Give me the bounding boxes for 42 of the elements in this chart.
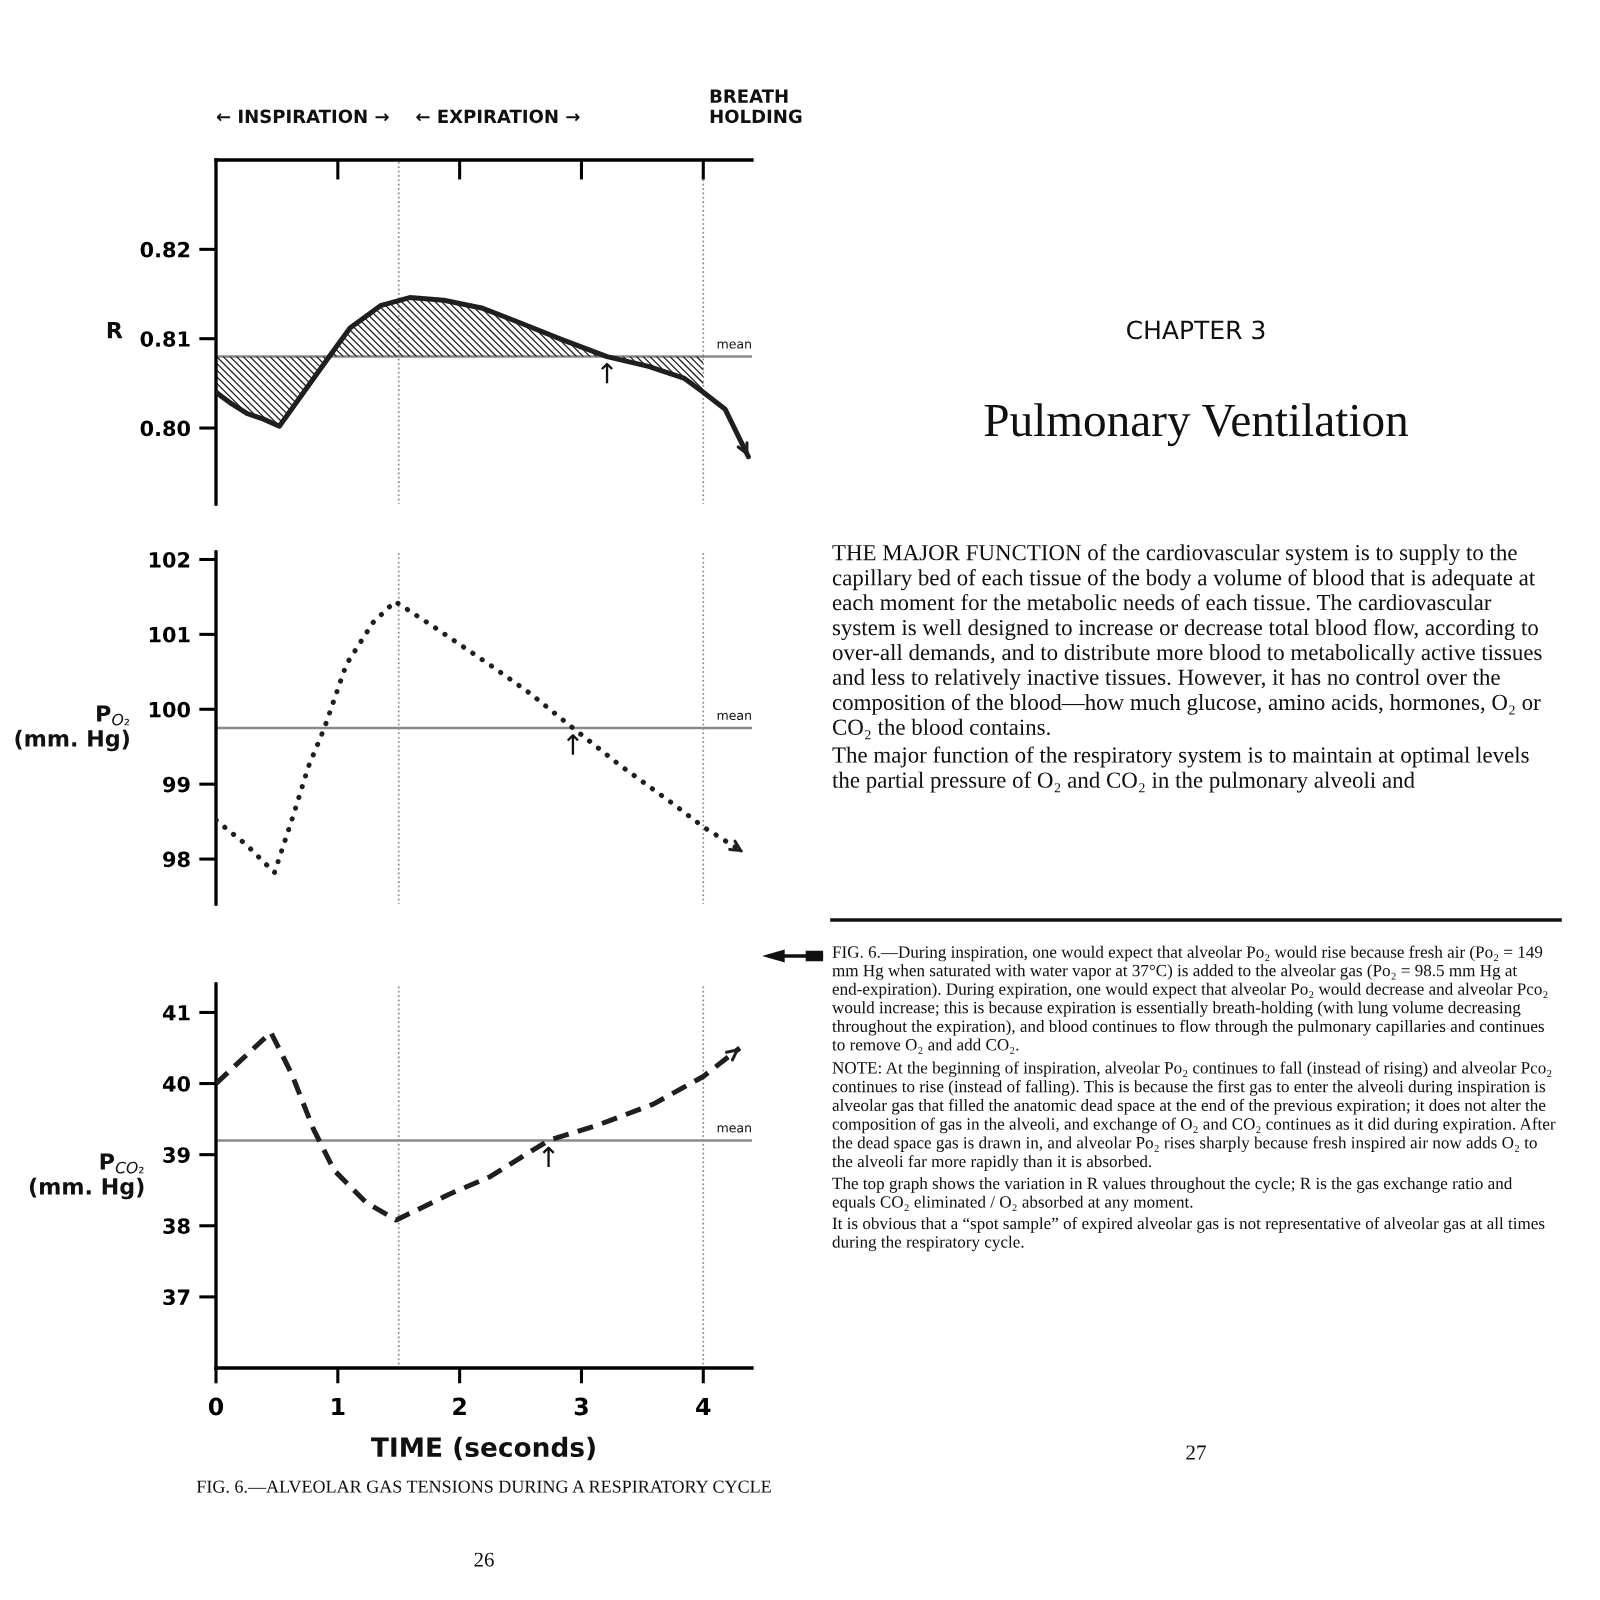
y-tick-label: 38 [163,1218,190,1234]
y-tick-label: 0.80 [140,420,191,437]
ref-line-label: mean [717,341,751,349]
y-tick-label: 40 [162,1076,190,1092]
y-axis-title: P$_{O₂}$ (mm. Hg) [15,705,130,752]
text: The major function of the respiratory system is to maintain at optimal levels the partial pressure of O₂ and CO₂ in the pulmonary alveoli and [832,746,1529,793]
y-tick-label: 39 [163,1147,190,1163]
y-tick-label: 37 [163,1289,190,1306]
text: BREATH HOLDING [710,89,802,124]
text: ← EXPIRATION → [416,109,580,124]
y-tick-label: 41 [162,1005,190,1021]
text: ← INSPIRATION → [216,109,389,124]
caption: FIG. 6.—During inspiration, one would expect that alveolar Po₂ would rise because fresh air (Po₂ = 149 mm Hg when saturated with water vapor at 37°C) is added to the alveolar gas (Po₂ = 98.5 mm Hg at end-expiration). During expiration, one would expect that alveolar Po₂ would decrease and alveolar Pco₂ would increase; this is because expiration is essentially breath-holding (with lung volume decreasing throughout the expiration), and blood continues to flow through the pulmonary capillaries and continues to remove O₂ and add CO₂. [832,945,1548,1054]
y-tick-label: 98 [163,851,190,868]
y-tick-label: 100 [149,701,190,718]
text: NOTE: At the beginning of inspiration, alveolar Po₂ continues to fall (instead of rising) and alveolar Pco₂ continues to rise (instead of falling). This is because the first gas to enter the alveoli during inspiration is alveolar gas that filled the anatomic dead space at the end of the previous expiration; it does not alter the composition of gas in the alveoli, and exchange of O₂ and CO₂ continues as it did during expiration. After the dead space gas is drawn in, and alveolar Po₂ rises sharply because fresh inspired air now adds O₂ to the alveoli far more rapidly than it is absorbed. [832,1061,1556,1171]
text: THE MAJOR FUNCTION of the cardiovascular system is to supply to the capillary bed of each tissue of the body a volume of blood that is adequate at each moment for the metabolic needs of each tissue. The cardiovascular system is well designed to increase or decrease total blood flow, according to over-all demands, and to distribute more blood to metabolically active tissues and less to relatively inactive tissues. However, it has no control over the composition of the blood—how much glucose, amino acids, hormones, O₂ or CO₂ the blood contains. [832,544,1542,740]
x-tick-label: 1 [332,1397,345,1416]
text: The top graph shows the variation in R values throughout the cycle; R is the gas exchange ratio and equals CO₂ eliminated / O₂ absorbed at any moment. [832,1177,1513,1212]
annotation: ↑ [601,362,613,384]
x-tick-label: 2 [453,1397,466,1416]
text: 27 [1186,1445,1207,1460]
caption: FIG. 6.—ALVEOLAR GAS TENSIONS DURING A RESPIRATORY CYCLE [196,1480,771,1493]
annotation: ↑ [566,734,579,755]
ref-line-label: mean [717,1125,751,1133]
x-axis-title: TIME (seconds) [371,1436,595,1461]
y-tick-label: 102 [149,551,190,568]
x-tick-label: 3 [574,1397,588,1416]
text: CHAPTER 3 [1127,320,1265,340]
text: Pulmonary Ventilation [984,403,1408,447]
text: It is obvious that a “spot sample” of expired alveolar gas is not representative of alveolar gas at all times during the respiratory cycle. [832,1217,1545,1252]
y-axis-title: R [107,321,123,339]
x-tick-label: 4 [696,1397,711,1416]
y-tick-label: 0.81 [140,331,190,347]
y-tick-label: 0.82 [140,241,190,258]
text: 26 [474,1552,494,1567]
ref-line-label: mean [717,712,751,721]
y-axis-title: P$_{CO₂}$ (mm. Hg) [29,1153,144,1200]
y-tick-label: 99 [163,776,190,793]
y-tick-label: 101 [149,626,190,643]
x-tick-label: 0 [208,1397,224,1416]
annotation: ↑ [542,1146,555,1168]
